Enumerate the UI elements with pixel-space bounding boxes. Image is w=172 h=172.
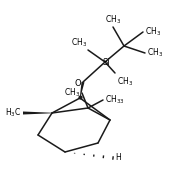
Text: Si: Si bbox=[102, 57, 110, 67]
Text: CH$_3$: CH$_3$ bbox=[117, 75, 133, 88]
Polygon shape bbox=[23, 111, 52, 115]
Text: O: O bbox=[75, 78, 81, 88]
Polygon shape bbox=[80, 82, 84, 98]
Text: CH$_3$: CH$_3$ bbox=[145, 26, 161, 38]
Text: H: H bbox=[115, 153, 121, 163]
Text: CH$_3$: CH$_3$ bbox=[71, 36, 87, 49]
Text: CH$_3$: CH$_3$ bbox=[64, 87, 80, 99]
Text: CH$_3$$_3$: CH$_3$$_3$ bbox=[105, 94, 125, 106]
Text: CH$_3$: CH$_3$ bbox=[105, 13, 121, 26]
Text: CH$_3$: CH$_3$ bbox=[147, 47, 163, 59]
Text: H$_3$C: H$_3$C bbox=[5, 107, 21, 119]
